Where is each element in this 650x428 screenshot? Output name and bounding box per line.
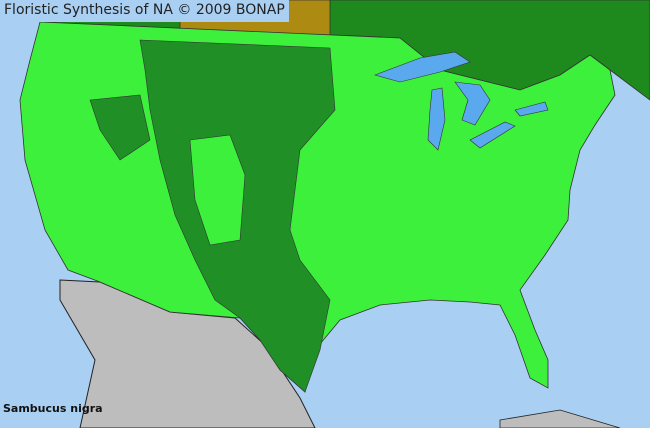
light-zone-rockies xyxy=(189,134,246,246)
species-label: Sambucus nigra xyxy=(3,402,103,415)
lake-ontario xyxy=(514,101,549,117)
lake-michigan xyxy=(427,87,446,151)
map-title: Floristic Synthesis of NA © 2009 BONAP xyxy=(0,0,289,22)
dark-zone-northwest xyxy=(89,94,151,161)
lake-superior xyxy=(374,51,471,83)
cuba xyxy=(499,409,621,428)
lake-huron xyxy=(454,81,491,126)
lake-erie xyxy=(469,121,516,149)
